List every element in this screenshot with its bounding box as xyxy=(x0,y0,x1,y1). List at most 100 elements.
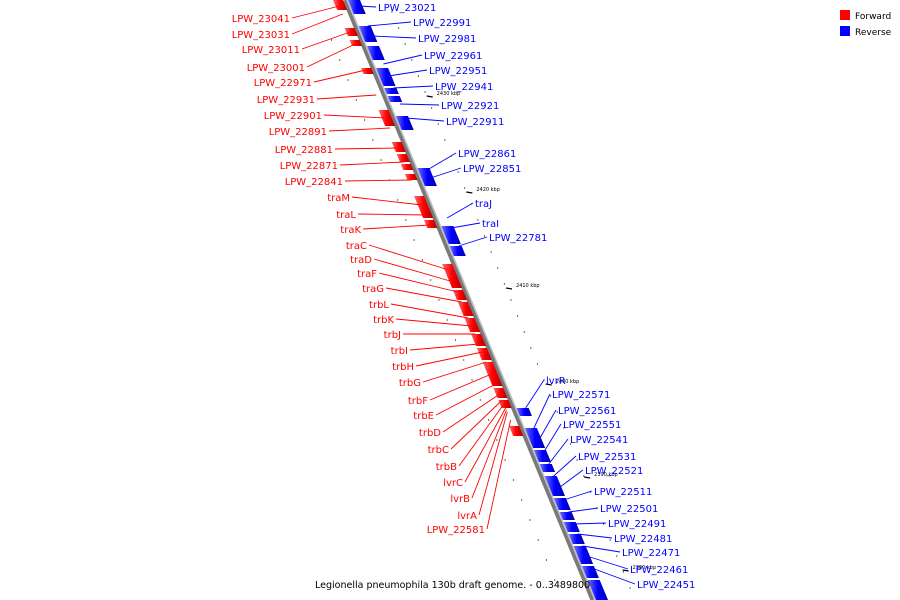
minor-tick xyxy=(479,399,481,401)
reverse-gene-label-lpw-22851[interactable]: LPW_22851 xyxy=(463,164,521,175)
reverse-gene-label-lpw-22451[interactable]: LPW_22451 xyxy=(637,580,695,591)
reverse-gene-label-lpw-22921[interactable]: LPW_22921 xyxy=(441,101,499,112)
forward-gene-label-lpw-22931[interactable]: LPW_22931 xyxy=(257,95,315,106)
reverse-gene-label-lpw-22861[interactable]: LPW_22861 xyxy=(458,149,516,160)
forward-gene-label-trbh[interactable]: trbH xyxy=(392,362,414,373)
forward-gene-label-trbj[interactable]: trbJ xyxy=(384,330,401,341)
scale-tick-label: 2400 kbp xyxy=(556,379,580,385)
minor-tick xyxy=(550,395,552,397)
reverse-gene-label-lpw-22521[interactable]: LPW_22521 xyxy=(585,466,643,477)
forward-feature-block xyxy=(344,28,358,36)
minor-tick xyxy=(512,479,514,481)
minor-tick xyxy=(430,279,432,281)
forward-gene-label-lpw-22891[interactable]: LPW_22891 xyxy=(269,127,327,138)
reverse-gene-connector xyxy=(371,35,417,39)
reverse-gene-label-lpw-22981[interactable]: LPW_22981 xyxy=(418,34,476,45)
forward-gene-label-trbe[interactable]: trbE xyxy=(413,411,434,422)
reverse-gene-connector xyxy=(430,167,462,179)
reverse-gene-label-lpw-22991[interactable]: LPW_22991 xyxy=(413,18,471,29)
forward-feature-block xyxy=(361,68,374,74)
forward-gene-label-trbc[interactable]: trbC xyxy=(428,445,449,456)
minor-tick xyxy=(504,459,506,461)
reverse-gene-connector xyxy=(458,236,488,247)
forward-gene-connector xyxy=(464,407,507,483)
forward-gene-connector xyxy=(395,318,472,327)
minor-tick xyxy=(437,123,439,125)
reverse-gene-label-lpw-22491[interactable]: LPW_22491 xyxy=(608,519,666,530)
reverse-gene-label-lvrr[interactable]: lvrR xyxy=(546,376,566,387)
forward-gene-label-lpw-23031[interactable]: LPW_23031 xyxy=(232,30,290,41)
minor-tick xyxy=(510,299,512,301)
reverse-gene-label-lpw-22501[interactable]: LPW_22501 xyxy=(600,504,658,515)
minor-tick xyxy=(483,235,486,237)
forward-gene-label-lpw-23001[interactable]: LPW_23001 xyxy=(247,63,305,74)
reverse-gene-label-lpw-22511[interactable]: LPW_22511 xyxy=(594,487,652,498)
forward-gene-label-trbg[interactable]: trbG xyxy=(399,378,421,389)
forward-gene-label-trag[interactable]: traG xyxy=(362,284,384,295)
forward-gene-label-trad[interactable]: traD xyxy=(350,255,372,266)
forward-gene-label-trak[interactable]: traK xyxy=(340,225,361,236)
reverse-gene-label-lpw-22481[interactable]: LPW_22481 xyxy=(614,534,672,545)
forward-gene-label-lpw-23041[interactable]: LPW_23041 xyxy=(232,14,290,25)
forward-gene-label-tram[interactable]: traM xyxy=(327,193,350,204)
reverse-feature-block xyxy=(533,450,551,462)
reverse-gene-label-lpw-22541[interactable]: LPW_22541 xyxy=(570,435,628,446)
minor-tick xyxy=(397,199,399,201)
reverse-gene-label-lpw-22911[interactable]: LPW_22911 xyxy=(446,117,504,128)
forward-gene-label-lpw-22871[interactable]: LPW_22871 xyxy=(280,161,338,172)
forward-gene-label-lvrc[interactable]: lvrC xyxy=(443,478,463,489)
forward-gene-label-trbd[interactable]: trbD xyxy=(419,428,441,439)
forward-gene-label-lpw-22841[interactable]: LPW_22841 xyxy=(285,177,343,188)
forward-gene-connector xyxy=(306,43,356,68)
forward-gene-label-lpw-22971[interactable]: LPW_22971 xyxy=(254,78,312,89)
forward-gene-connector xyxy=(429,373,492,401)
forward-gene-connector xyxy=(313,69,367,83)
reverse-gene-connector xyxy=(451,222,481,229)
reverse-gene-label-lpw-22961[interactable]: LPW_22961 xyxy=(424,51,482,62)
forward-gene-label-lvra[interactable]: lvrA xyxy=(457,511,477,522)
forward-gene-label-trbf[interactable]: trbF xyxy=(408,396,428,407)
forward-gene-label-trbk[interactable]: trbK xyxy=(373,315,394,326)
forward-gene-label-traf[interactable]: traF xyxy=(357,269,377,280)
forward-gene-label-lpw-22581[interactable]: LPW_22581 xyxy=(427,525,485,536)
reverse-gene-label-trai[interactable]: traI xyxy=(482,219,499,230)
reverse-gene-connector xyxy=(533,393,551,429)
forward-gene-connector xyxy=(390,303,469,319)
reverse-gene-connector xyxy=(446,202,474,219)
minor-tick xyxy=(471,379,473,381)
forward-feature-block xyxy=(509,426,524,436)
minor-tick xyxy=(339,59,341,61)
forward-gene-label-lpw-22881[interactable]: LPW_22881 xyxy=(275,145,333,156)
reverse-gene-label-lpw-22461[interactable]: LPW_22461 xyxy=(630,565,688,576)
forward-gene-label-tral[interactable]: traL xyxy=(336,210,356,221)
forward-feature-block xyxy=(471,334,487,346)
forward-gene-label-trbl[interactable]: trbL xyxy=(369,300,389,311)
forward-gene-label-trac[interactable]: traC xyxy=(346,241,367,252)
forward-gene-label-lpw-23011[interactable]: LPW_23011 xyxy=(242,45,300,56)
reverse-gene-label-lpw-22781[interactable]: LPW_22781 xyxy=(489,233,547,244)
scale-tick xyxy=(505,287,513,290)
reverse-gene-label-lpw-22471[interactable]: LPW_22471 xyxy=(622,548,680,559)
forward-feature-block xyxy=(404,174,418,180)
minor-tick xyxy=(569,443,572,445)
reverse-gene-label-lpw-22561[interactable]: LPW_22561 xyxy=(558,406,616,417)
reverse-gene-label-traj[interactable]: traJ xyxy=(475,199,492,210)
reverse-gene-connector xyxy=(388,69,428,77)
reverse-gene-label-lpw-22571[interactable]: LPW_22571 xyxy=(552,390,610,401)
scale-tick-label: 2420 kbp xyxy=(476,187,500,193)
reverse-gene-label-lpw-22551[interactable]: LPW_22551 xyxy=(563,420,621,431)
reverse-feature-block xyxy=(587,580,608,600)
forward-gene-label-lpw-22901[interactable]: LPW_22901 xyxy=(264,111,322,122)
minor-tick xyxy=(438,299,440,301)
forward-gene-label-lvrb[interactable]: lvrB xyxy=(450,494,470,505)
reverse-gene-label-lpw-22531[interactable]: LPW_22531 xyxy=(578,452,636,463)
reverse-gene-label-lpw-22951[interactable]: LPW_22951 xyxy=(429,66,487,77)
legend: Forward Reverse xyxy=(840,10,892,38)
reverse-gene-label-lpw-23021[interactable]: LPW_23021 xyxy=(378,3,436,14)
reverse-feature-block xyxy=(539,464,556,472)
forward-gene-label-trbi[interactable]: trbI xyxy=(391,346,408,357)
reverse-gene-label-lpw-22941[interactable]: LPW_22941 xyxy=(435,82,493,93)
forward-gene-label-trbb[interactable]: trbB xyxy=(436,462,457,473)
minor-tick xyxy=(517,315,519,317)
reverse-feature-block xyxy=(563,522,580,532)
